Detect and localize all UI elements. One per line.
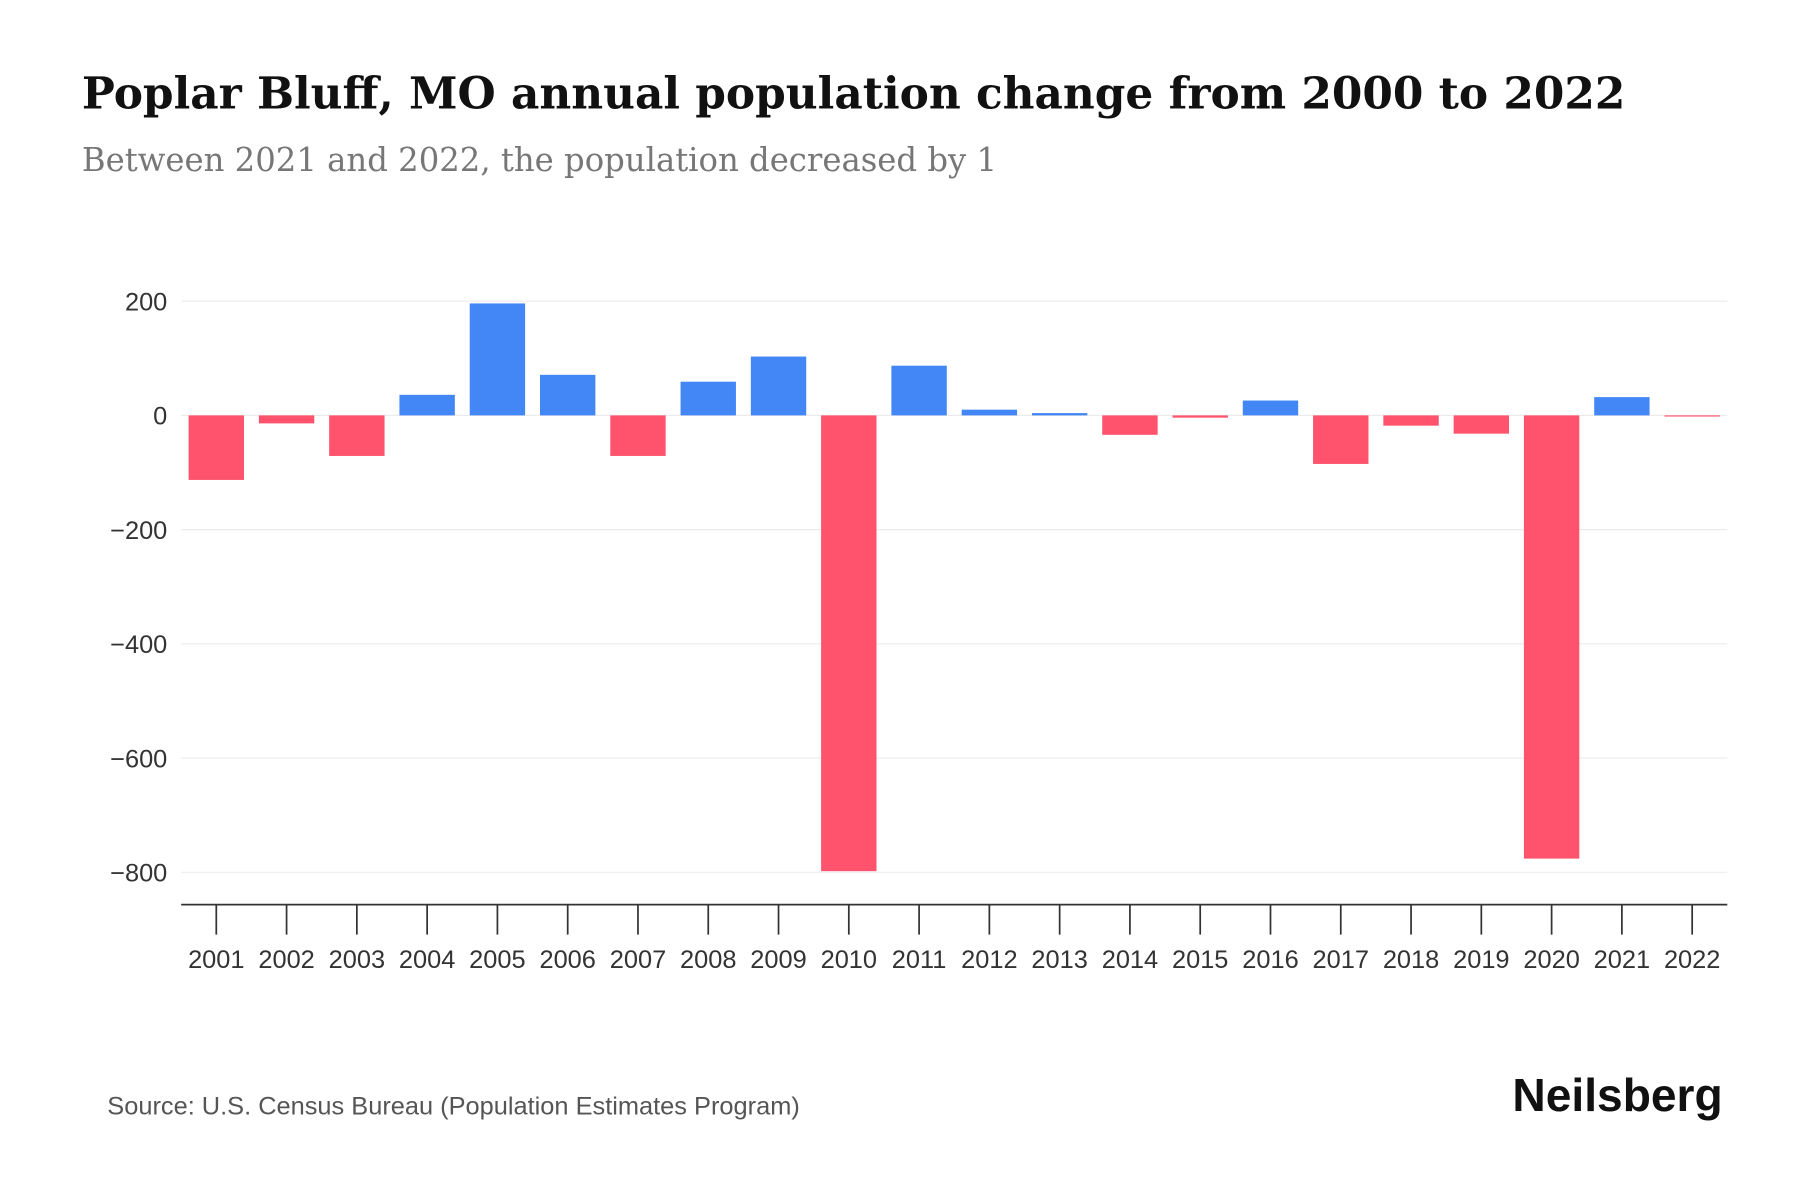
bar-2001 [188,415,244,480]
x-tick-label: 2017 [1313,946,1369,974]
bar-2006 [540,374,596,416]
chart-title: Poplar Bluff, MO annual population chang… [82,68,1625,119]
x-tick-label: 2012 [961,946,1017,974]
bar-2005 [469,303,526,416]
bar-2021 [1594,397,1650,416]
bar-2008 [680,381,736,416]
bar-2004 [399,394,455,416]
y-tick-label: −800 [110,860,167,888]
bar-2014 [1102,415,1158,435]
neilsberg-logo: Neilsberg [1512,1069,1722,1121]
bar-2017 [1313,415,1369,464]
x-tick-label: 2018 [1383,946,1439,974]
x-tick-label: 2007 [610,946,666,974]
bar-2011 [891,365,947,416]
x-tick-label: 2006 [539,946,595,974]
x-tick-label: 2016 [1242,946,1298,974]
x-tick-label: 2021 [1594,946,1650,974]
bar-2009 [750,356,807,416]
x-tick-label: 2001 [188,946,244,974]
bar-2022 [1664,415,1720,417]
y-tick-label: 200 [125,288,167,316]
bar-2010 [821,415,877,872]
bar-2002 [258,415,315,424]
x-tick-label: 2008 [680,946,736,974]
bar-2020 [1523,415,1580,859]
bar-2019 [1453,415,1510,434]
bar-2015 [1172,415,1228,418]
x-tick-label: 2005 [469,946,525,974]
source-note: Source: U.S. Census Bureau (Population E… [107,1093,800,1121]
y-tick-label: −400 [110,631,167,659]
x-tick-label: 2020 [1523,946,1579,974]
bar-2003 [329,415,385,456]
bar-2016 [1242,400,1299,416]
bar-2013 [1031,413,1088,416]
x-tick-label: 2022 [1664,946,1720,974]
bar-2018 [1383,415,1439,426]
x-tick-label: 2009 [750,946,806,974]
x-tick-label: 2013 [1031,946,1087,974]
x-tick-label: 2019 [1453,946,1509,974]
x-tick-label: 2014 [1102,946,1158,974]
x-tick-label: 2011 [892,946,947,974]
y-tick-label: −600 [110,745,167,773]
x-tick-label: 2003 [329,946,385,974]
bar-2007 [610,415,666,456]
x-tick-label: 2004 [399,946,455,974]
x-tick-label: 2015 [1172,946,1228,974]
y-tick-label: −200 [110,517,167,545]
chart-subtitle: Between 2021 and 2022, the population de… [82,141,997,179]
x-tick-label: 2002 [258,946,314,974]
x-tick-label: 2010 [821,946,877,974]
bar-2012 [961,409,1018,416]
y-tick-label: 0 [153,403,167,431]
